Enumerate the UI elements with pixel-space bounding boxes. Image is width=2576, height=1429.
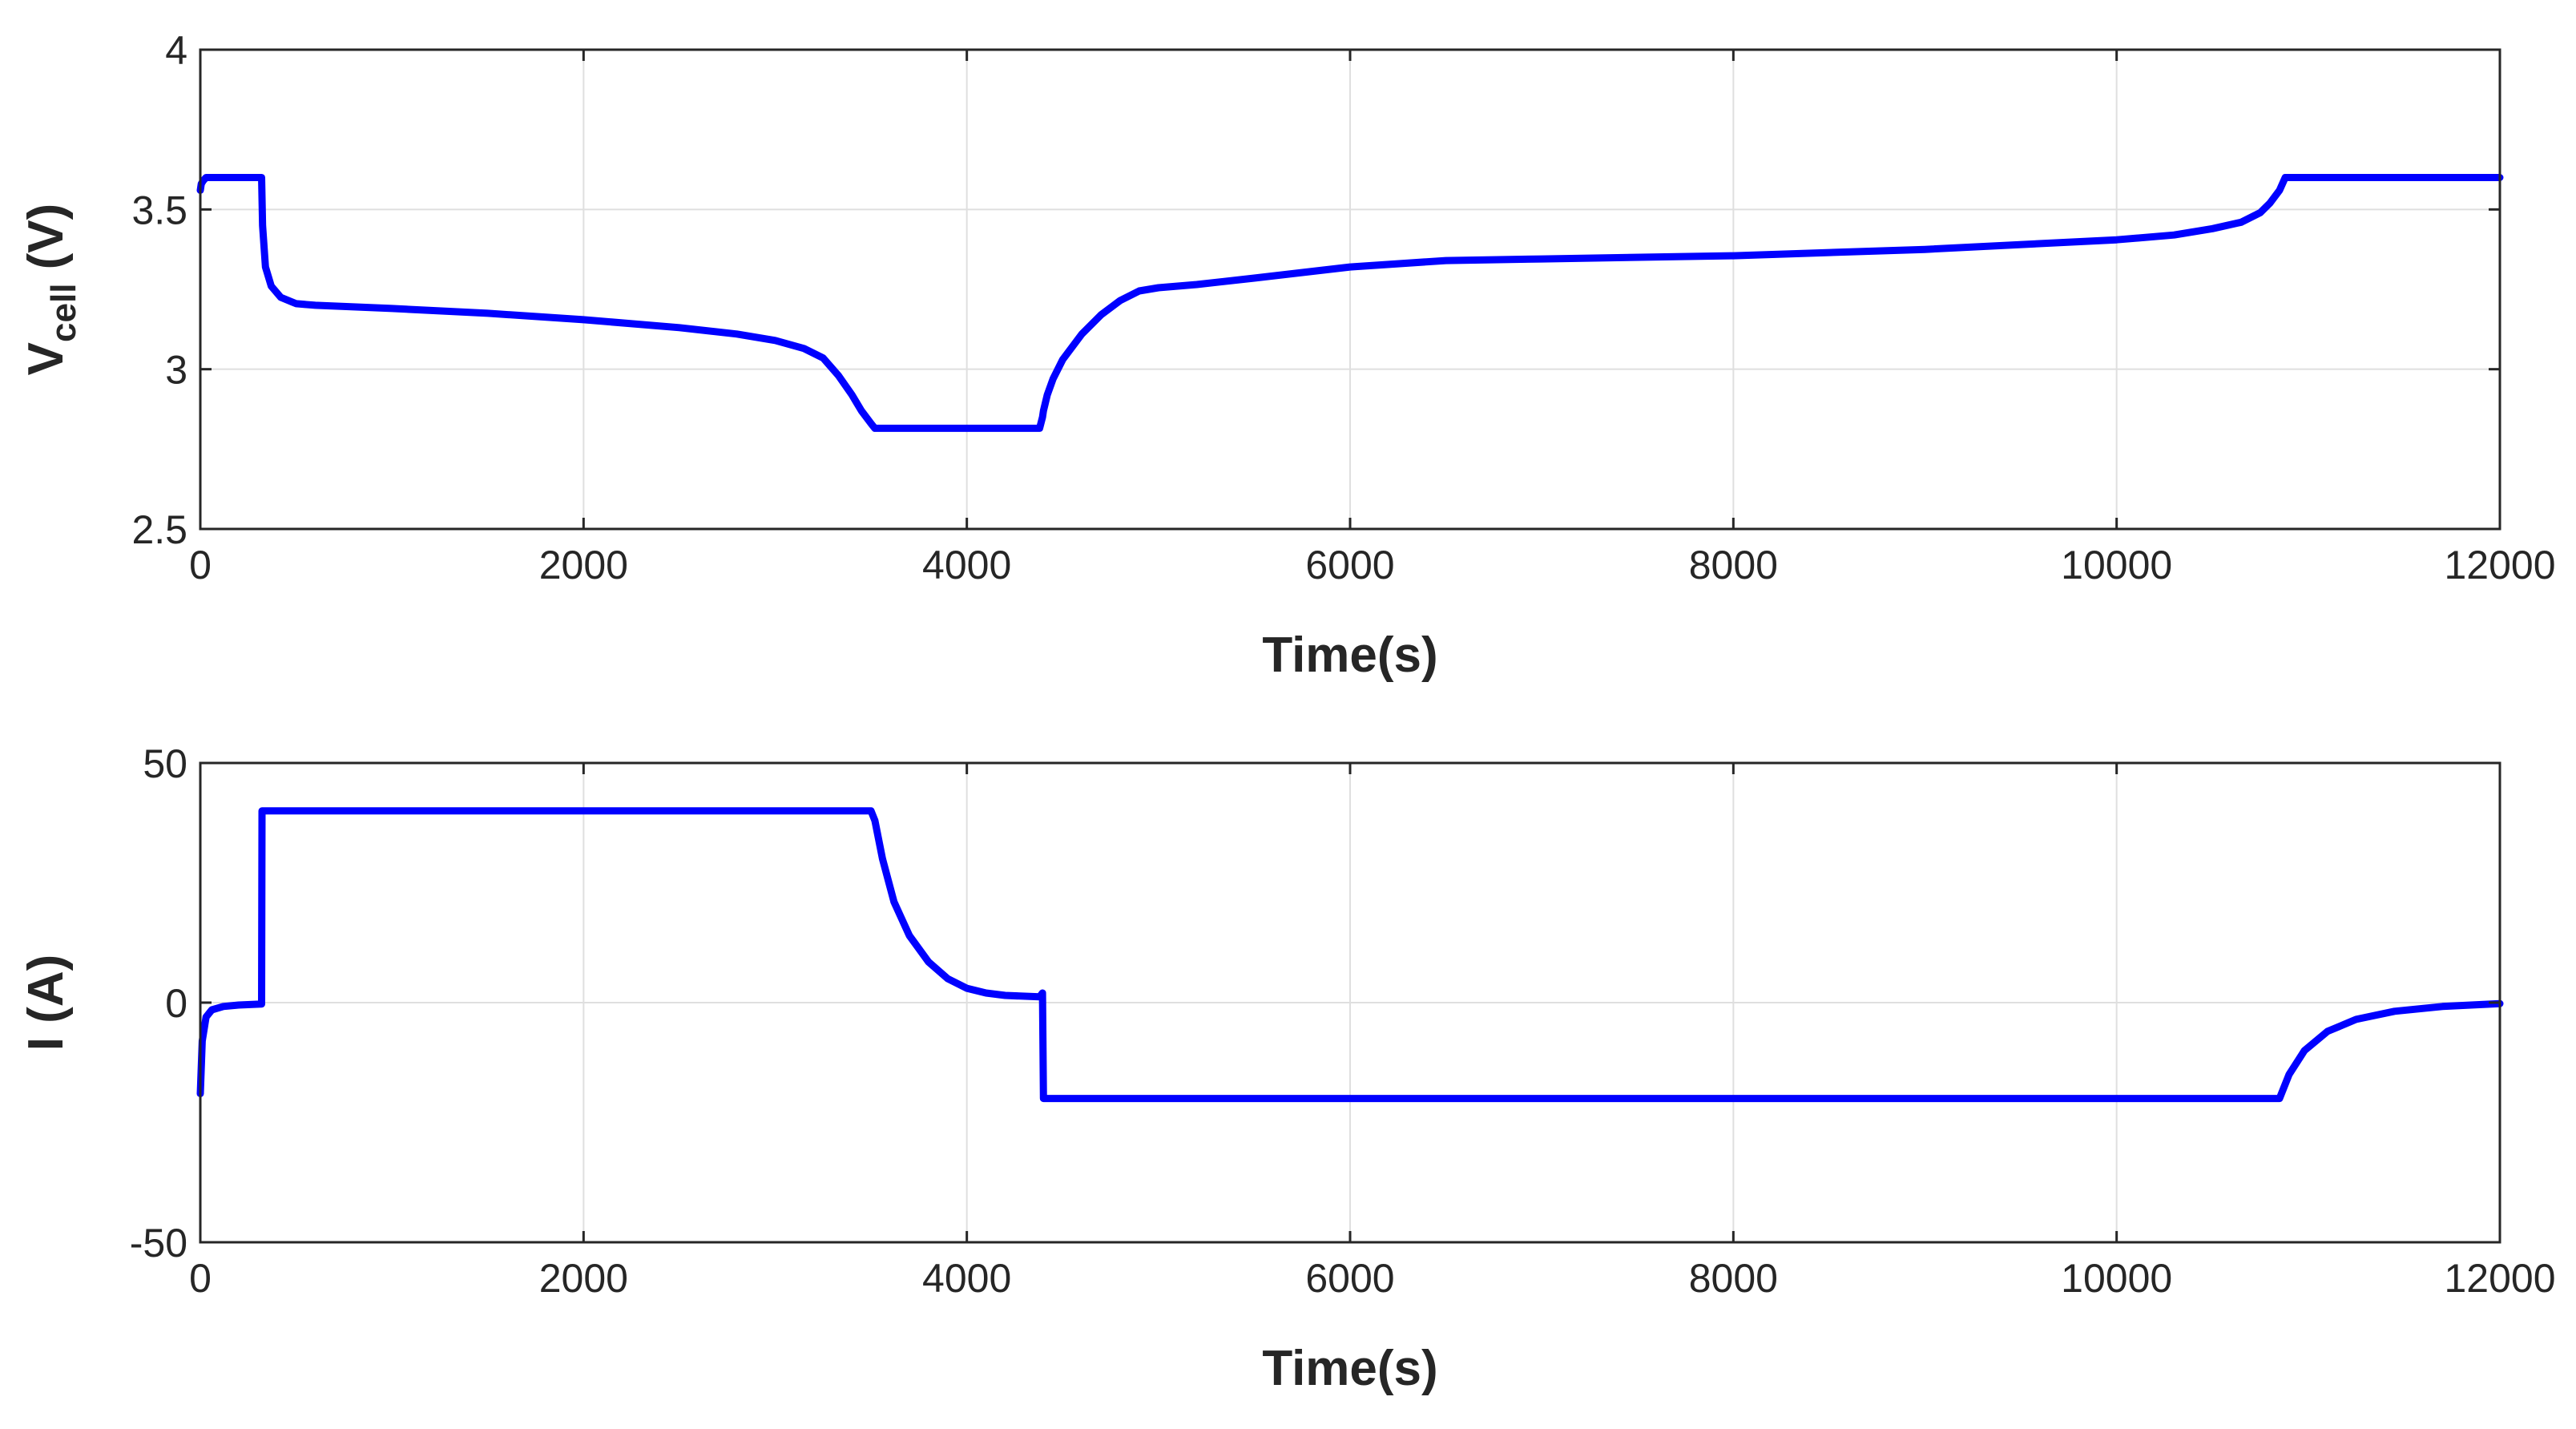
current-panel: 0 2000 4000 6000 8000 10000 12000-50050Time(s)… — [18, 741, 2556, 1396]
x-tick-label: 6000 — [1305, 1256, 1394, 1301]
y-axis-label-main: V — [18, 342, 74, 375]
y-axis-label: Vcell (V) — [18, 204, 83, 376]
y-tick-label: 4 — [165, 28, 187, 73]
x-axis-label: Time(s) — [1262, 628, 1437, 683]
x-tick-label: 10000 — [2061, 1256, 2172, 1301]
y-tick-label: 2.5 — [131, 507, 187, 552]
x-tick-label: 2000 — [539, 1256, 628, 1301]
voltage-series-line — [196, 174, 2504, 432]
x-tick-label: 4000 — [922, 543, 1011, 587]
x-tick-label: 6000 — [1305, 543, 1394, 587]
x-tick-label: 4000 — [922, 1256, 1011, 1301]
x-tick-label: 0 — [189, 1256, 212, 1301]
x-tick-label: 10000 — [2061, 543, 2172, 587]
y-tick-label: 0 — [165, 981, 187, 1026]
y-tick-label: 50 — [143, 741, 187, 786]
y-axis-label-unit: (V) — [18, 204, 74, 284]
y-axis-label: I (A) — [18, 955, 74, 1052]
y-tick-label: 3 — [165, 348, 187, 393]
voltage-panel: 0 2000 4000 6000 8000 10000 12000 2.5 3 3.5 4 Time(… — [18, 28, 2556, 683]
x-tick-label: 2000 — [539, 543, 628, 587]
y-axis-label-subscript: cell — [44, 284, 83, 342]
y-tick-label: -50 — [130, 1221, 187, 1266]
x-tick-label: 0 — [189, 543, 212, 587]
y-tick-label: 3.5 — [131, 188, 187, 232]
x-axis-label: Time(s) — [1262, 1341, 1437, 1396]
x-tick-label: 12000 — [2444, 1256, 2555, 1301]
x-tick-label: 8000 — [1689, 543, 1778, 587]
current-series-line — [196, 807, 2504, 1103]
x-tick-label: 12000 — [2444, 543, 2555, 587]
x-tick-label: 8000 — [1689, 1256, 1778, 1301]
